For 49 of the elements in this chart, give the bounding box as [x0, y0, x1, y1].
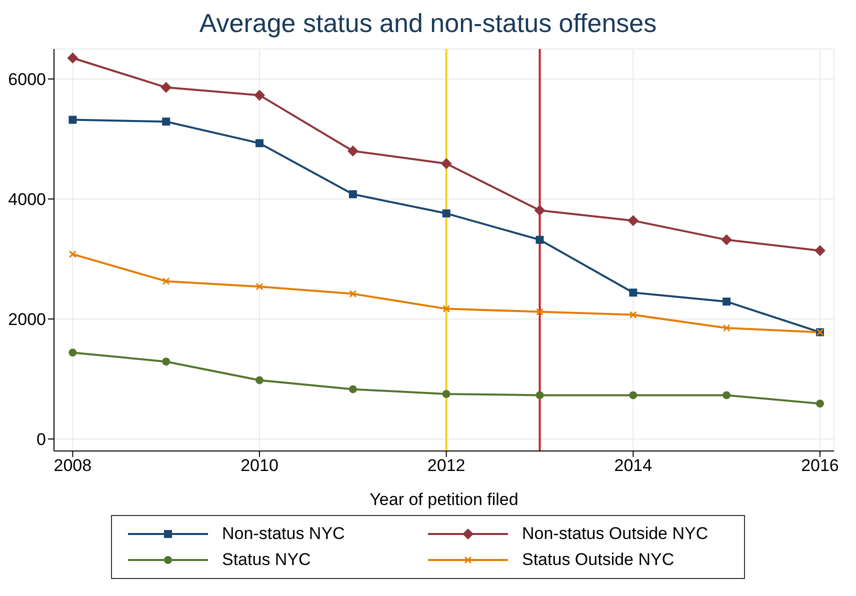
x-tick-label: 2010: [240, 456, 278, 476]
point: [68, 348, 77, 357]
point: [348, 385, 357, 394]
point: [814, 245, 826, 256]
x-tick-label: 2016: [801, 456, 839, 476]
y-tick-label: 0: [36, 430, 46, 450]
point: [536, 308, 544, 316]
point: [68, 116, 77, 124]
point: [256, 139, 264, 148]
x-tick-label: 2014: [614, 456, 652, 476]
point: [442, 390, 450, 398]
x-axis-title: Year of petition filed: [370, 490, 518, 509]
point: [349, 290, 357, 298]
point: [347, 146, 358, 156]
point: [67, 52, 78, 64]
x-tick-label: 2008: [54, 456, 92, 476]
point: [256, 376, 264, 384]
point: [534, 204, 546, 216]
y-tick-label: 6000: [8, 70, 46, 90]
point: [254, 90, 266, 101]
point: [628, 215, 639, 226]
point: [162, 118, 170, 126]
y-tick-label: 4000: [8, 190, 46, 210]
point: [440, 158, 452, 170]
legend-label: Non-status NYC: [222, 524, 345, 544]
point: [722, 298, 731, 306]
point: [160, 82, 172, 93]
point: [721, 234, 732, 246]
x-tick-label: 2012: [427, 456, 466, 476]
point: [442, 209, 450, 218]
point: [722, 391, 731, 400]
point: [536, 236, 544, 244]
point: [629, 288, 638, 297]
point: [629, 391, 638, 400]
point: [722, 324, 730, 332]
y-tick-label: 2000: [8, 310, 46, 330]
point: [162, 277, 170, 285]
point: [348, 190, 357, 198]
point: [162, 358, 170, 366]
point: [442, 305, 450, 313]
point: [536, 391, 544, 400]
point: [629, 311, 637, 319]
point: [68, 250, 76, 258]
legend-label: Status NYC: [222, 550, 311, 570]
chart-title: Average status and non-status offenses: [198, 8, 658, 39]
legend-label: Non-status Outside NYC: [522, 524, 708, 544]
legend-label: Status Outside NYC: [522, 550, 674, 570]
point: [816, 400, 824, 408]
point: [256, 282, 264, 290]
